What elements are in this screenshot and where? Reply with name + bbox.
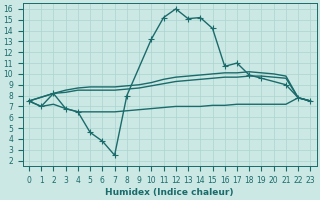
X-axis label: Humidex (Indice chaleur): Humidex (Indice chaleur)	[105, 188, 234, 197]
